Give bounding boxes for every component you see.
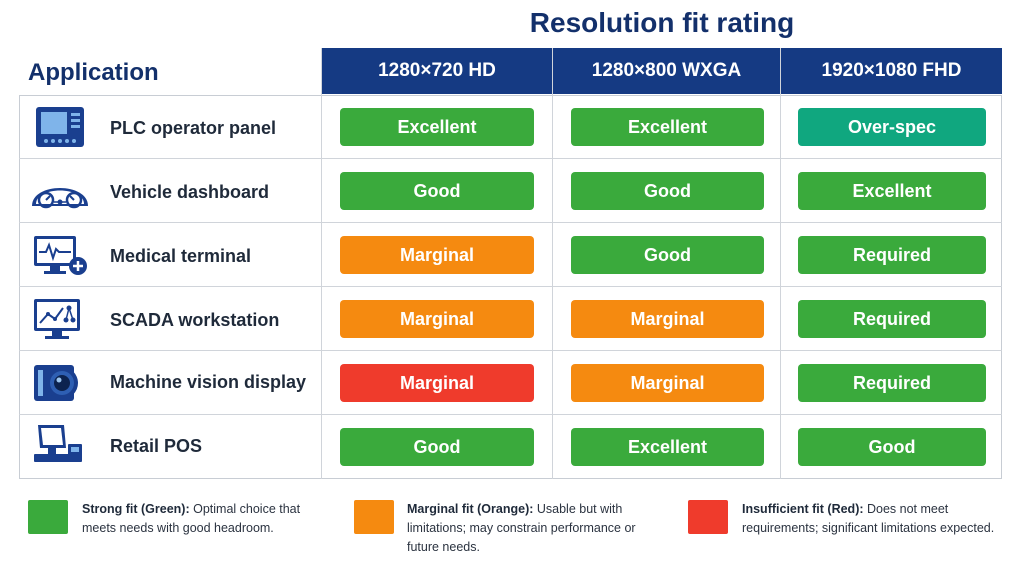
column-header-fhd: 1920×1080 FHD	[781, 48, 1002, 94]
row-divider	[19, 414, 1002, 415]
rating-table	[19, 95, 1002, 479]
row-label-retail-pos: Retail POS	[110, 436, 203, 456]
legend-description: Does not meet requirements; significant …	[742, 502, 995, 535]
chart-title: Resolution fit rating	[529, 7, 795, 38]
rating-badge: Marginal	[340, 300, 534, 338]
legend-description: Usable but with limitations; may constra…	[407, 502, 636, 554]
legend-title: Strong fit (Green):	[82, 502, 190, 516]
rating-badge: Excellent	[571, 428, 764, 466]
legend-swatch-red	[688, 500, 728, 534]
column-divider	[321, 48, 322, 479]
rating-badge: Required	[798, 236, 986, 274]
column-divider	[780, 48, 781, 479]
rating-badge: Excellent	[798, 172, 986, 210]
legend-item-insufficient-fit: Insufficient fit (Red): Does not meet re…	[742, 500, 1004, 538]
legend-description: Optimal choice that meets needs with goo…	[82, 502, 301, 535]
rating-badge: Marginal	[340, 364, 534, 402]
rating-badge: Good	[571, 172, 764, 210]
legend-swatch-green	[28, 500, 68, 534]
row-divider	[19, 286, 1002, 287]
rating-badge: Marginal	[340, 236, 534, 274]
scada-monitor-icon	[28, 296, 92, 342]
column-header-wxga: 1280×800 WXGA	[553, 48, 780, 94]
row-divider	[19, 350, 1002, 351]
row-divider	[19, 222, 1002, 223]
pos-terminal-icon	[28, 422, 92, 468]
row-label-vehicle-dashboard: Vehicle dashboard	[110, 182, 270, 202]
rating-badge: Good	[340, 172, 534, 210]
medical-monitor-icon	[28, 232, 92, 278]
rating-badge: Excellent	[571, 108, 764, 146]
legend-title: Marginal fit (Orange):	[407, 502, 534, 516]
legend-swatch-orange	[354, 500, 394, 534]
dashboard-gauge-icon	[28, 168, 92, 214]
rating-badge: Over-spec	[798, 108, 986, 146]
legend-item-marginal-fit: Marginal fit (Orange): Usable but with l…	[407, 500, 662, 557]
rating-badge: Required	[798, 364, 986, 402]
row-label-scada-workstation: SCADA workstation	[110, 310, 280, 330]
rating-badge: Excellent	[340, 108, 534, 146]
row-label-medical-terminal: Medical terminal	[110, 246, 252, 266]
legend-item-strong-fit: Strong fit (Green): Optimal choice that …	[82, 500, 332, 538]
camera-icon	[28, 360, 92, 406]
application-column-header: Application	[28, 59, 159, 86]
rating-badge: Marginal	[571, 364, 764, 402]
row-label-machine-vision-display: Machine vision display	[110, 372, 307, 392]
column-header-hd: 1280×720 HD	[322, 48, 552, 94]
rating-badge: Good	[340, 428, 534, 466]
plc-panel-icon	[28, 104, 92, 150]
rating-badge: Good	[571, 236, 764, 274]
column-divider	[552, 48, 553, 479]
legend-title: Insufficient fit (Red):	[742, 502, 864, 516]
rating-badge: Good	[798, 428, 986, 466]
row-label-plc-operator-panel: PLC operator panel	[110, 118, 277, 138]
row-divider	[19, 158, 1002, 159]
rating-badge: Required	[798, 300, 986, 338]
rating-badge: Marginal	[571, 300, 764, 338]
